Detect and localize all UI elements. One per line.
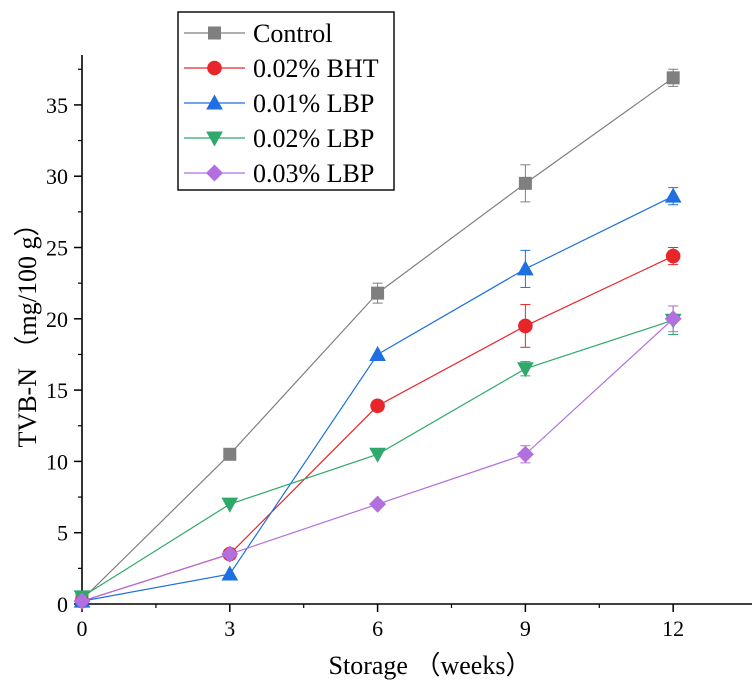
legend-label: 0.03% LBP — [253, 159, 374, 188]
data-point — [371, 286, 385, 300]
legend-label: Control — [253, 19, 332, 48]
data-point — [221, 497, 239, 513]
y-axis-title: TVB-N （mg/100 g） — [13, 211, 42, 448]
legend-marker — [208, 26, 221, 40]
y-tick-label: 10 — [46, 449, 68, 474]
data-point — [223, 447, 237, 461]
x-tick-label: 3 — [224, 616, 235, 641]
data-point — [369, 447, 386, 463]
y-tick-label: 5 — [57, 521, 68, 546]
data-point — [666, 71, 680, 85]
data-point — [518, 318, 533, 334]
data-point — [369, 345, 386, 361]
legend-item: 0.02% LBP — [184, 124, 374, 153]
x-tick-label: 0 — [77, 616, 88, 641]
data-point — [664, 187, 682, 203]
plot-frame — [81, 55, 752, 605]
legend-marker — [205, 164, 224, 182]
legend-marker — [207, 60, 222, 76]
y-tick-label: 35 — [46, 93, 68, 118]
x-ticks: 0 3 6 9 12 — [77, 604, 684, 641]
legend-label: 0.01% LBP — [253, 89, 374, 118]
data-point — [517, 362, 534, 378]
data-point — [516, 445, 534, 463]
legend-item: Control — [184, 19, 332, 48]
y-tick-label: 15 — [46, 378, 68, 403]
y-ticks: 0 5 10 15 20 25 30 35 — [46, 68, 82, 617]
x-tick-label: 9 — [520, 616, 531, 641]
legend-label: 0.02% LBP — [253, 124, 374, 153]
series-layer — [73, 68, 682, 610]
data-point — [518, 176, 532, 190]
data-point — [369, 495, 387, 513]
data-point — [665, 248, 681, 264]
y-tick-label: 25 — [46, 236, 68, 261]
legend-marker — [206, 131, 223, 147]
legend-item: 0.03% LBP — [184, 159, 374, 188]
legend-item: 0.01% LBP — [184, 89, 374, 118]
data-point — [221, 565, 239, 581]
y-tick-label: 20 — [46, 307, 68, 332]
x-axis-title: Storage （weeks） — [329, 651, 532, 680]
data-point — [517, 260, 534, 276]
data-point — [221, 545, 239, 563]
series-4 — [73, 305, 682, 610]
y-tick-label: 30 — [46, 164, 68, 189]
y-tick-label: 0 — [57, 592, 68, 617]
legend-label: 0.02% BHT — [253, 54, 379, 83]
legend-item: 0.02% BHT — [184, 54, 379, 83]
data-point — [664, 310, 682, 328]
legend: Control 0.02% BHT 0.01% LBP 0.02% LBP 0.03% … — [177, 11, 395, 191]
data-point — [73, 592, 91, 610]
x-tick-label: 6 — [372, 616, 383, 641]
legend-marker — [206, 94, 223, 110]
x-tick-label: 12 — [662, 616, 684, 641]
series-line — [81, 255, 674, 602]
data-point — [370, 398, 385, 414]
